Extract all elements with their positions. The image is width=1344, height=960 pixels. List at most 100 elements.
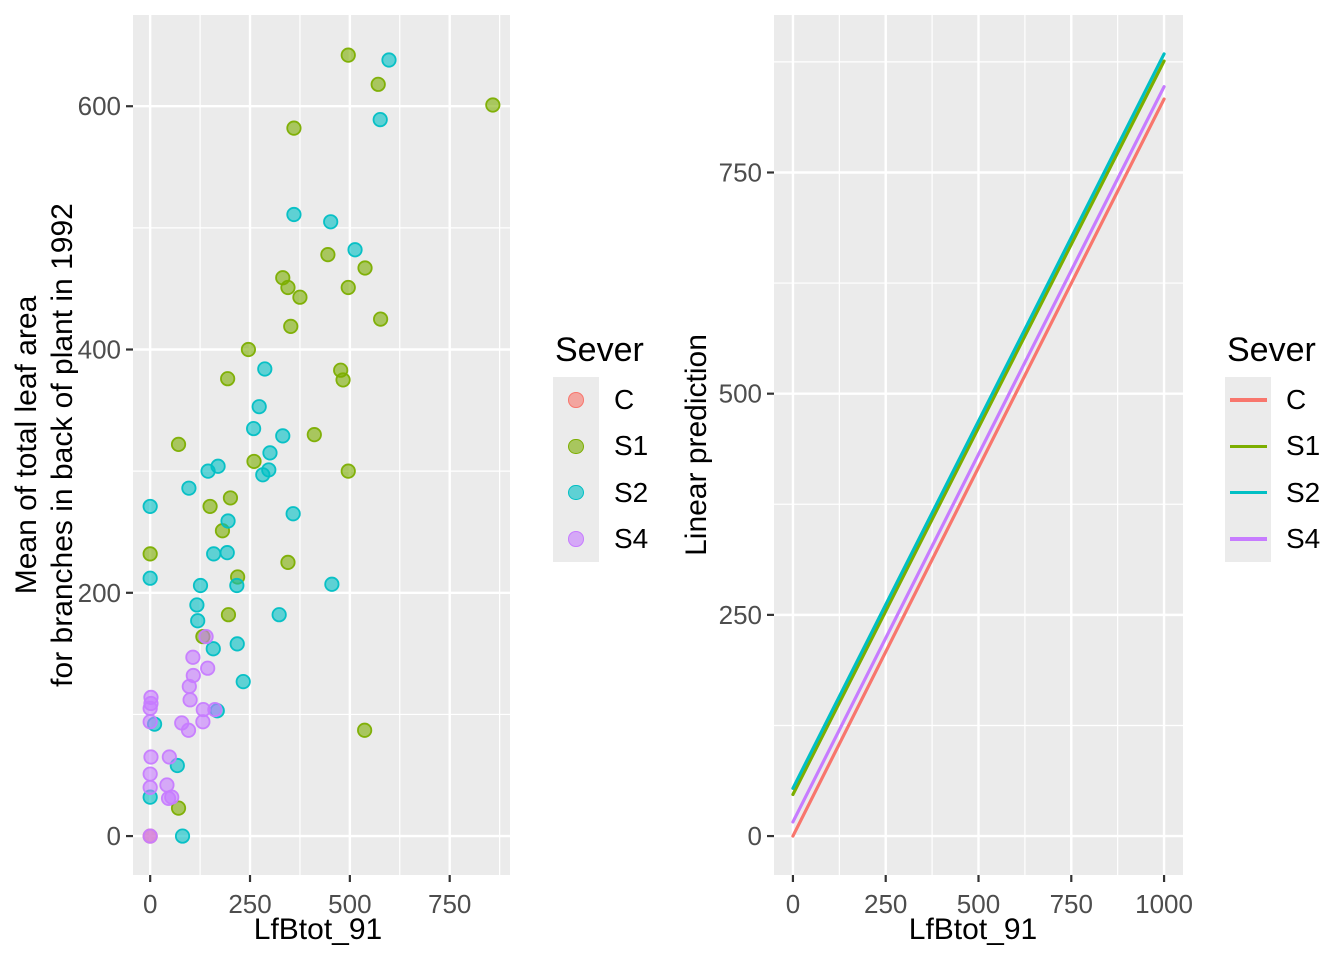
legend-key-S1 (553, 423, 599, 470)
legend-key-C (553, 377, 599, 424)
data-point-S4[interactable] (160, 790, 177, 806)
data-point-S1[interactable] (335, 372, 351, 388)
data-point-S2[interactable] (206, 546, 222, 562)
data-point-S2[interactable] (181, 480, 197, 496)
data-point-S1[interactable] (170, 436, 187, 452)
line-legend: Sever C S1 S2 S4 (1225, 331, 1321, 563)
data-point-S4[interactable] (200, 660, 216, 676)
data-point-S2[interactable] (189, 597, 205, 613)
legend-entry-S4: S4 (553, 515, 648, 563)
data-point-S4[interactable] (195, 714, 211, 730)
data-point-S2[interactable] (323, 214, 339, 230)
legend-label: S2 (1286, 476, 1321, 508)
data-point-S2[interactable] (219, 545, 235, 561)
legend-line-icon (1229, 444, 1267, 449)
data-point-S1[interactable] (240, 341, 257, 358)
y-tick-label: 250 (719, 600, 762, 630)
data-point-S1[interactable] (170, 800, 187, 816)
legend-entry-S4: S4 (1225, 515, 1321, 563)
data-point-S2[interactable] (235, 673, 251, 690)
x-tick-label: 250 (228, 889, 271, 919)
data-point-S1[interactable] (142, 546, 158, 562)
line-x-axis-title: LfBtot_91 (908, 913, 1038, 946)
data-point-S1[interactable] (370, 76, 386, 92)
data-point-S2[interactable] (246, 420, 262, 437)
data-point-S1[interactable] (485, 97, 501, 113)
data-point-S1[interactable] (220, 607, 237, 623)
data-point-S1[interactable] (340, 463, 356, 479)
data-point-S2[interactable] (271, 607, 287, 623)
data-point-S4[interactable] (142, 766, 158, 782)
y-tick-label: 0 (748, 821, 762, 851)
y-tick-label: 200 (78, 578, 121, 608)
data-point-S2[interactable] (275, 428, 291, 444)
data-point-S1[interactable] (340, 279, 356, 296)
legend-label: S4 (1286, 523, 1321, 555)
data-point-S2[interactable] (255, 467, 271, 483)
data-point-S2[interactable] (286, 206, 302, 223)
y-tick-label: 600 (78, 91, 121, 121)
legend-label: C (1286, 384, 1307, 416)
data-point-S2[interactable] (229, 636, 245, 652)
data-point-S4[interactable] (185, 649, 201, 665)
data-point-S2[interactable] (372, 112, 388, 128)
y-tick-label: 400 (78, 335, 121, 365)
data-point-S2[interactable] (192, 577, 209, 594)
data-point-S2[interactable] (190, 613, 206, 629)
data-point-S1[interactable] (222, 490, 239, 506)
data-point-S2[interactable] (324, 576, 340, 592)
data-point-S1[interactable] (320, 247, 336, 263)
data-point-S4[interactable] (180, 722, 197, 738)
data-point-S4[interactable] (142, 714, 158, 730)
data-point-S2[interactable] (229, 577, 245, 594)
data-point-S1[interactable] (202, 498, 218, 515)
legend-line-icon (1229, 537, 1267, 541)
data-point-S1[interactable] (340, 47, 356, 63)
data-point-S2[interactable] (142, 498, 158, 515)
data-point-S2[interactable] (200, 463, 216, 479)
data-point-S1[interactable] (280, 554, 296, 570)
x-tick-label: 500 (957, 889, 1000, 919)
data-point-S4[interactable] (182, 692, 198, 708)
legend-label: S1 (1286, 430, 1321, 462)
y-tick-label: 0 (107, 821, 121, 851)
x-tick-label: 0 (786, 889, 800, 919)
data-point-S1[interactable] (306, 427, 322, 443)
data-point-S2[interactable] (285, 506, 301, 522)
trend-line-C[interactable] (791, 97, 1166, 838)
trend-line-S4[interactable] (791, 85, 1166, 824)
trend-line-S2[interactable] (791, 52, 1166, 790)
legend-line-icon (1229, 398, 1267, 402)
data-point-S2[interactable] (174, 828, 191, 844)
data-point-S1[interactable] (280, 279, 296, 296)
data-point-S2[interactable] (262, 445, 278, 461)
data-point-S2[interactable] (381, 52, 397, 68)
data-point-S4[interactable] (143, 749, 159, 765)
data-point-S1[interactable] (357, 722, 373, 738)
data-point-S4[interactable] (142, 779, 158, 796)
trend-line-S1[interactable] (791, 59, 1166, 797)
data-point-S2[interactable] (251, 399, 267, 415)
data-point-S4[interactable] (142, 828, 158, 844)
x-tick-label: 500 (328, 889, 371, 919)
data-point-S1[interactable] (246, 453, 262, 470)
data-point-S1[interactable] (283, 318, 299, 335)
x-tick-label: 750 (1050, 889, 1093, 919)
data-point-S1[interactable] (286, 120, 302, 136)
data-point-S2[interactable] (220, 513, 236, 529)
data-point-S4[interactable] (207, 701, 223, 718)
data-point-S4[interactable] (198, 628, 214, 645)
data-point-S1[interactable] (373, 311, 389, 327)
data-point-S4[interactable] (161, 749, 177, 765)
data-point-S1[interactable] (220, 371, 236, 387)
data-point-S2[interactable] (257, 361, 273, 377)
data-point-S2[interactable] (142, 570, 158, 586)
data-point-S2[interactable] (347, 242, 363, 258)
data-point-S1[interactable] (292, 289, 308, 305)
data-point-S4[interactable] (181, 678, 197, 695)
legend-key-S1 (1225, 423, 1271, 470)
x-tick-label: 250 (864, 889, 907, 919)
data-point-S4[interactable] (142, 700, 158, 716)
data-point-S2[interactable] (205, 641, 221, 657)
data-point-S1[interactable] (357, 260, 373, 276)
